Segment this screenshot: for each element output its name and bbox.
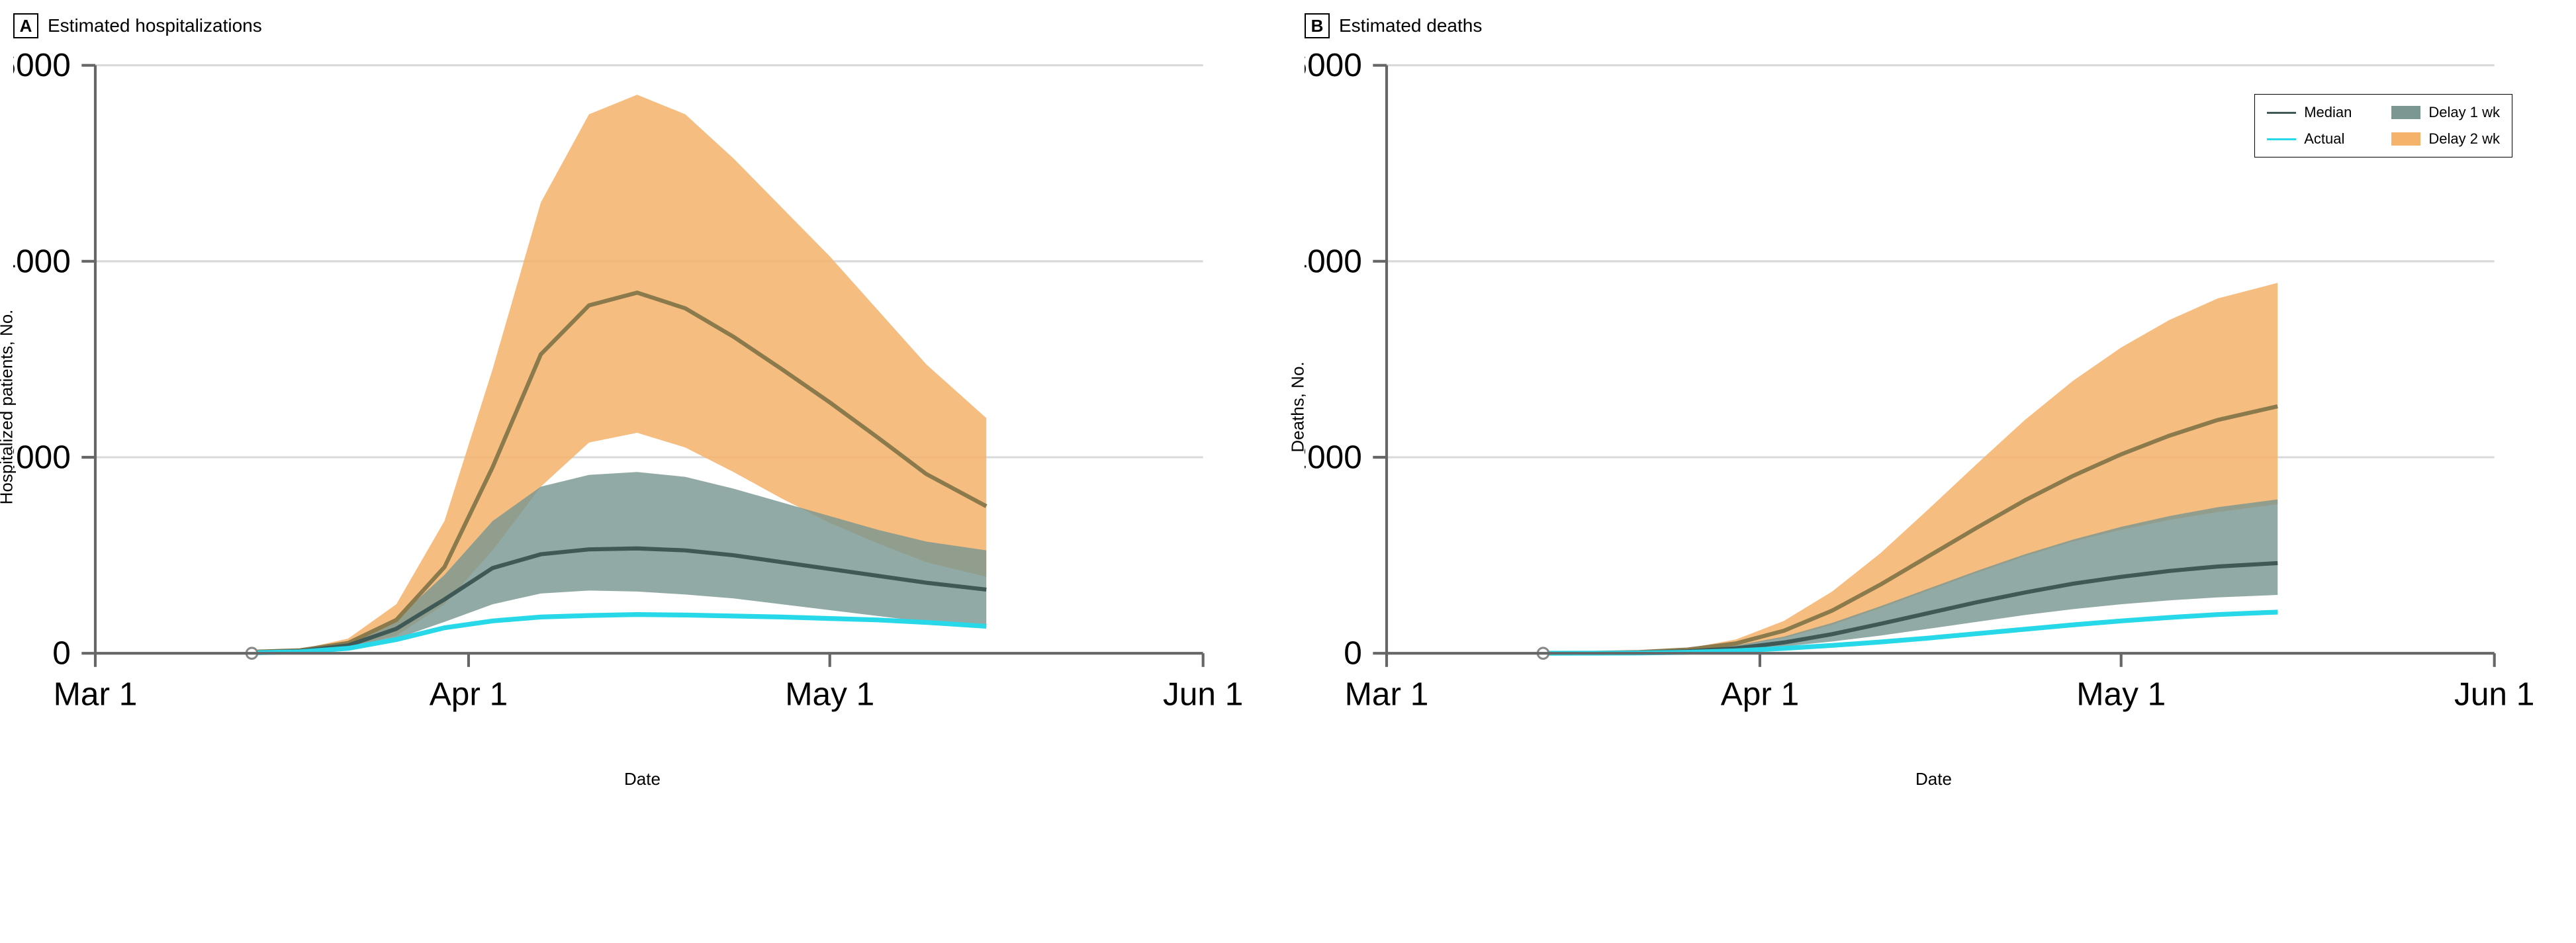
panel-a-letter: A xyxy=(13,13,38,38)
svg-text:0: 0 xyxy=(1344,635,1362,672)
panel-b: B Estimated deaths Deaths, No. 020004000… xyxy=(1305,13,2563,789)
legend-patch-swatch xyxy=(2391,132,2420,146)
panel-a-chart-wrap: Hospitalized patients, No. 0200040006000… xyxy=(13,52,1271,762)
panel-a-svg: 0 2000 4000 6000 Mar 1 Apr 1 May 1 Jun 1 xyxy=(13,52,1271,762)
svg-text:4000: 4000 xyxy=(13,242,71,279)
panel-a-y-label: Hospitalized patients, No. xyxy=(0,310,17,505)
svg-text:Apr 1: Apr 1 xyxy=(1721,676,1800,713)
legend-label: Median xyxy=(2304,104,2352,121)
panel-a-x-label: Date xyxy=(13,769,1271,789)
svg-text:Mar 1: Mar 1 xyxy=(1345,676,1429,713)
svg-text:May 1: May 1 xyxy=(785,676,874,713)
legend-item-delay-1-wk: Delay 1 wk xyxy=(2391,104,2500,121)
legend-label: Actual xyxy=(2304,130,2344,148)
legend-label: Delay 1 wk xyxy=(2428,104,2500,121)
legend-label: Delay 2 wk xyxy=(2428,130,2500,148)
svg-text:6000: 6000 xyxy=(1305,52,1362,83)
svg-text:4000: 4000 xyxy=(1305,242,1362,279)
panel-a: A Estimated hospitalizations Hospitalize… xyxy=(13,13,1271,789)
panel-b-header: B Estimated deaths xyxy=(1305,13,2563,38)
svg-text:Apr 1: Apr 1 xyxy=(430,676,508,713)
svg-text:2000: 2000 xyxy=(13,439,71,476)
svg-text:Jun 1: Jun 1 xyxy=(1163,676,1243,713)
panel-b-svg: 0 2000 4000 6000 Mar 1 Apr 1 May 1 Jun 1 xyxy=(1305,52,2563,762)
svg-text:0: 0 xyxy=(52,635,71,672)
svg-text:Jun 1: Jun 1 xyxy=(2454,676,2534,713)
panel-b-letter: B xyxy=(1305,13,1330,38)
legend: Median Actual Delay 1 wk Delay 2 wk xyxy=(2254,94,2512,157)
legend-patch-swatch xyxy=(2391,106,2420,119)
figure-container: A Estimated hospitalizations Hospitalize… xyxy=(13,13,2563,789)
legend-item-median: Median xyxy=(2267,104,2352,121)
svg-text:6000: 6000 xyxy=(13,52,71,83)
legend-line-swatch xyxy=(2267,138,2296,140)
panel-b-chart-wrap: Deaths, No. 0200040006000Mar 1Apr 1May 1… xyxy=(1305,52,2563,762)
panel-b-y-label: Deaths, No. xyxy=(1288,362,1309,453)
svg-text:2000: 2000 xyxy=(1305,439,1362,476)
legend-line-swatch xyxy=(2267,112,2296,114)
panel-a-header: A Estimated hospitalizations xyxy=(13,13,1271,38)
panel-b-title: Estimated deaths xyxy=(1339,15,1482,36)
panel-b-x-label: Date xyxy=(1305,769,2563,789)
panel-a-title: Estimated hospitalizations xyxy=(48,15,262,36)
svg-text:Mar 1: Mar 1 xyxy=(54,676,138,713)
legend-item-delay-2-wk: Delay 2 wk xyxy=(2391,130,2500,148)
svg-text:May 1: May 1 xyxy=(2076,676,2166,713)
legend-item-actual: Actual xyxy=(2267,130,2352,148)
